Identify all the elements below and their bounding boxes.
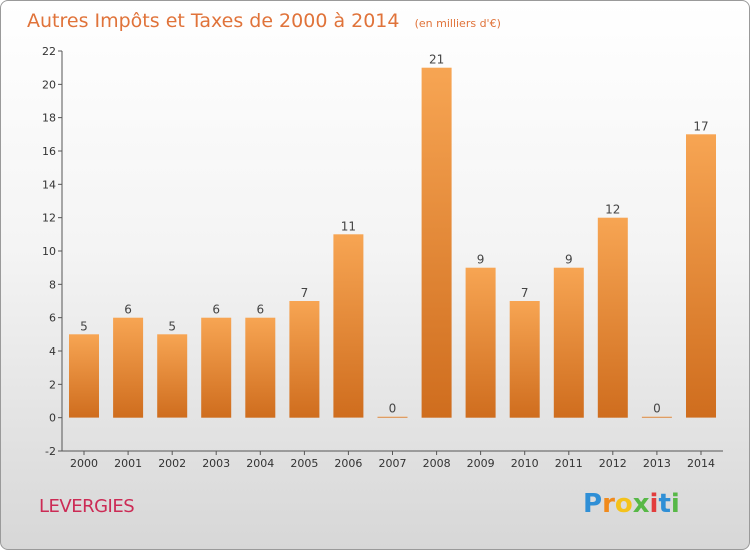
y-tick-label: 8 — [49, 278, 56, 291]
data-label: 9 — [477, 253, 485, 267]
bars: 5 6 5 6 6 7 11 0 21 9 7 9 12 0 17 — [69, 53, 716, 418]
bar — [245, 317, 276, 418]
x-tick-label: 2011 — [555, 457, 583, 470]
x-tick-label: 2014 — [687, 457, 715, 470]
data-label: 21 — [429, 53, 444, 67]
y-tick-label: 20 — [42, 78, 56, 91]
x-tick-label: 2005 — [290, 457, 318, 470]
data-label: 11 — [341, 219, 356, 233]
data-label: 6 — [124, 303, 132, 317]
data-label: 17 — [693, 119, 708, 133]
data-label: 12 — [605, 203, 620, 217]
y-tick-label: 10 — [42, 245, 56, 258]
y-tick-label: -2 — [45, 445, 56, 458]
data-label: 0 — [653, 402, 661, 416]
logo-letter: x — [632, 489, 650, 519]
y-tick-label: 22 — [42, 45, 56, 58]
y-tick-label: 6 — [49, 312, 56, 325]
x-tick-label: 2013 — [643, 457, 671, 470]
bar — [157, 334, 188, 418]
bar — [377, 416, 408, 418]
x-tick-label: 2002 — [158, 457, 186, 470]
logo-letter: t — [658, 489, 671, 519]
data-label: 6 — [212, 303, 220, 317]
y-tick-label: 18 — [42, 112, 56, 125]
data-label: 7 — [301, 286, 309, 300]
bar — [421, 67, 452, 418]
y-tick-label: 16 — [42, 145, 56, 158]
logo-letter: P — [583, 489, 603, 519]
x-tick-label: 2008 — [423, 457, 451, 470]
bar — [333, 234, 364, 418]
svg-text:Autres Impôts et Taxes de 2000: Autres Impôts et Taxes de 2000 à 2014 (e… — [27, 10, 501, 32]
bar — [69, 334, 99, 418]
bar — [113, 317, 144, 418]
bar — [509, 301, 540, 418]
data-label: 5 — [168, 319, 176, 333]
logo-letter: i — [670, 489, 680, 519]
bar — [289, 301, 320, 418]
x-tick-label: 2012 — [599, 457, 627, 470]
proxiti-logo: Proxiti — [583, 489, 680, 519]
x-tick-label: 2007 — [379, 457, 407, 470]
bar — [686, 134, 716, 418]
y-tick-label: 4 — [49, 345, 56, 358]
x-tick-label: 2003 — [202, 457, 230, 470]
x-tick-label: 2004 — [246, 457, 274, 470]
bar — [553, 267, 584, 418]
logo-letter: o — [614, 489, 633, 519]
x-tick-label: 2001 — [114, 457, 142, 470]
data-label: 5 — [80, 319, 88, 333]
chart-title: Autres Impôts et Taxes de 2000 à 2014 — [27, 10, 400, 32]
y-tick-label: 2 — [49, 378, 56, 391]
bar — [201, 317, 232, 418]
y-tick-label: 12 — [42, 212, 56, 225]
x-tick-label: 2006 — [334, 457, 362, 470]
x-tick-label: 2009 — [467, 457, 495, 470]
data-label: 6 — [256, 303, 264, 317]
axes: -2 0 2 4 6 8 10 12 14 16 18 20 22 2000 2001 2002 2003 200… — [42, 45, 723, 470]
y-tick-label: 14 — [42, 178, 56, 191]
y-tick-label: 0 — [49, 412, 56, 425]
bar — [465, 267, 496, 418]
logo-letter: r — [602, 489, 615, 519]
x-tick-label: 2000 — [70, 457, 98, 470]
data-label: 9 — [565, 253, 573, 267]
commune-name: LEVERGIES — [39, 496, 135, 517]
data-label: 7 — [521, 286, 529, 300]
data-label: 0 — [389, 402, 397, 416]
logo-letter: i — [649, 489, 659, 519]
x-tick-label: 2010 — [511, 457, 539, 470]
chart-subtitle: (en milliers d'€) — [415, 17, 501, 30]
bar — [641, 416, 672, 418]
bar — [597, 217, 628, 418]
